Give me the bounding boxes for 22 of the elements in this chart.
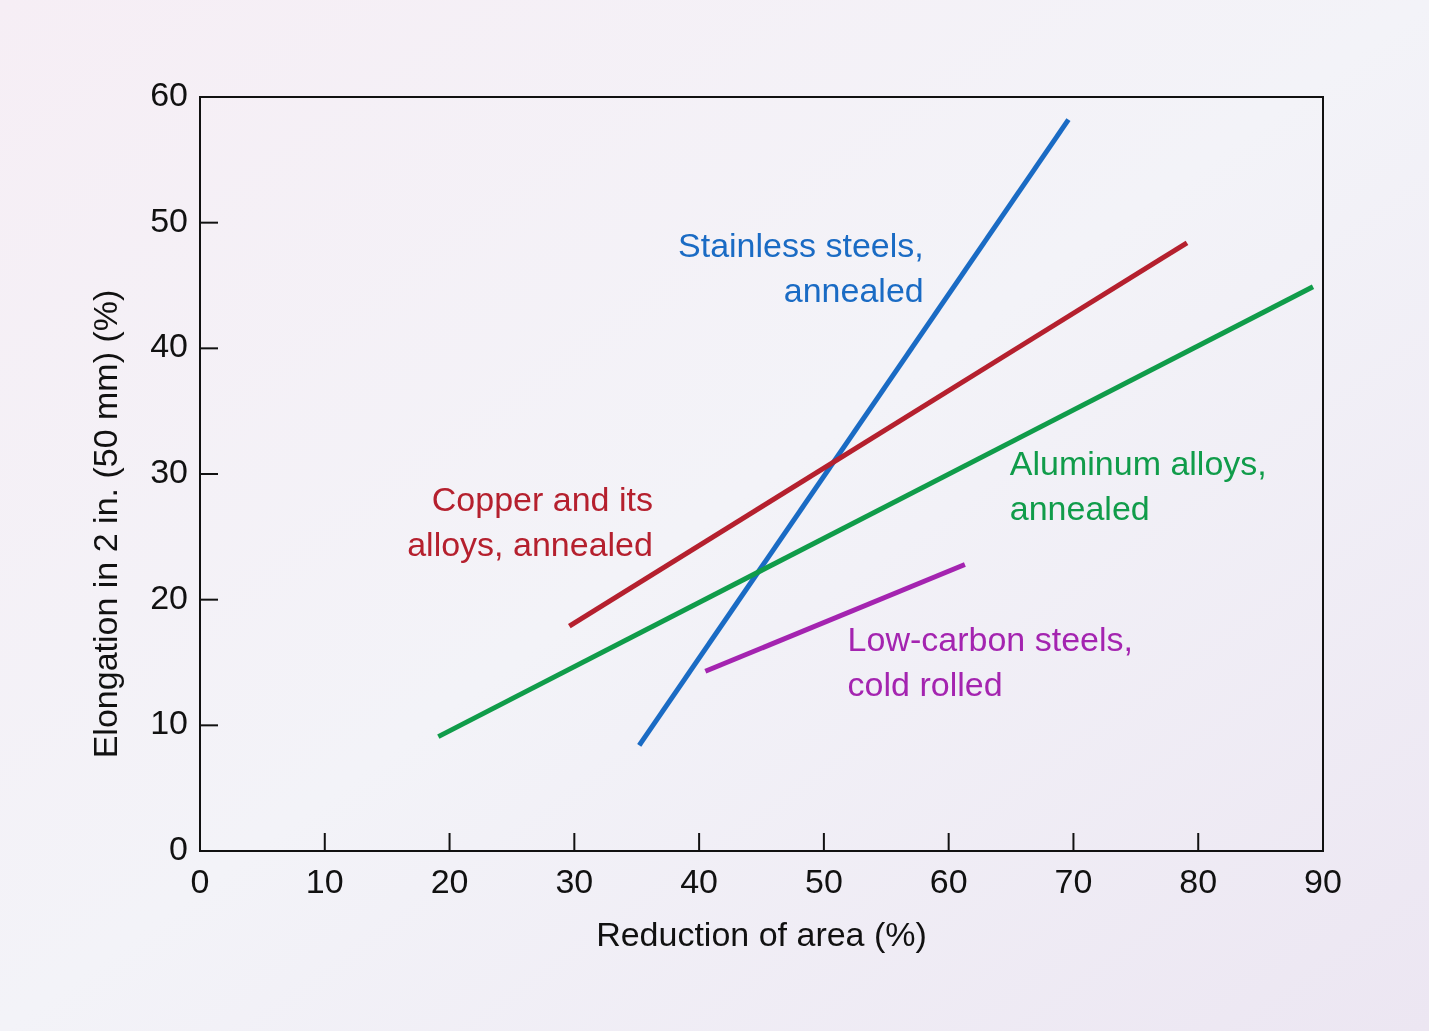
y-tick-label: 30 xyxy=(150,451,188,490)
x-tick-label: 20 xyxy=(430,862,469,900)
y-tick-label: 10 xyxy=(150,703,188,742)
y-tick-label: 20 xyxy=(150,577,188,616)
series-label: Aluminum alloys, annealed xyxy=(1009,444,1267,528)
x-tick-label: 10 xyxy=(305,862,344,900)
x-tick-label: 40 xyxy=(680,862,719,900)
x-tick-label: 30 xyxy=(555,862,594,900)
series-label: Copper and its alloys, annealed xyxy=(407,479,653,563)
x-tick-label: 70 xyxy=(1054,862,1093,900)
series-label: Low-carbon steels, cold rolled xyxy=(847,620,1133,704)
x-tick-label: 90 xyxy=(1304,862,1342,900)
y-tick-label: 0 xyxy=(169,828,188,867)
y-axis-title: Elongation in 2 in. (50 mm) (%) xyxy=(85,289,124,759)
x-tick-label: 60 xyxy=(929,862,968,900)
x-tick-label: 50 xyxy=(804,862,843,900)
x-tick-label: 80 xyxy=(1179,862,1218,900)
y-tick-label: 50 xyxy=(150,200,188,239)
y-tick-label: 40 xyxy=(150,326,188,365)
x-axis-title: Reduction of area (%) xyxy=(596,915,927,953)
series-label: Stainless steels, annealed xyxy=(678,225,924,309)
y-tick-label: 60 xyxy=(150,74,188,113)
